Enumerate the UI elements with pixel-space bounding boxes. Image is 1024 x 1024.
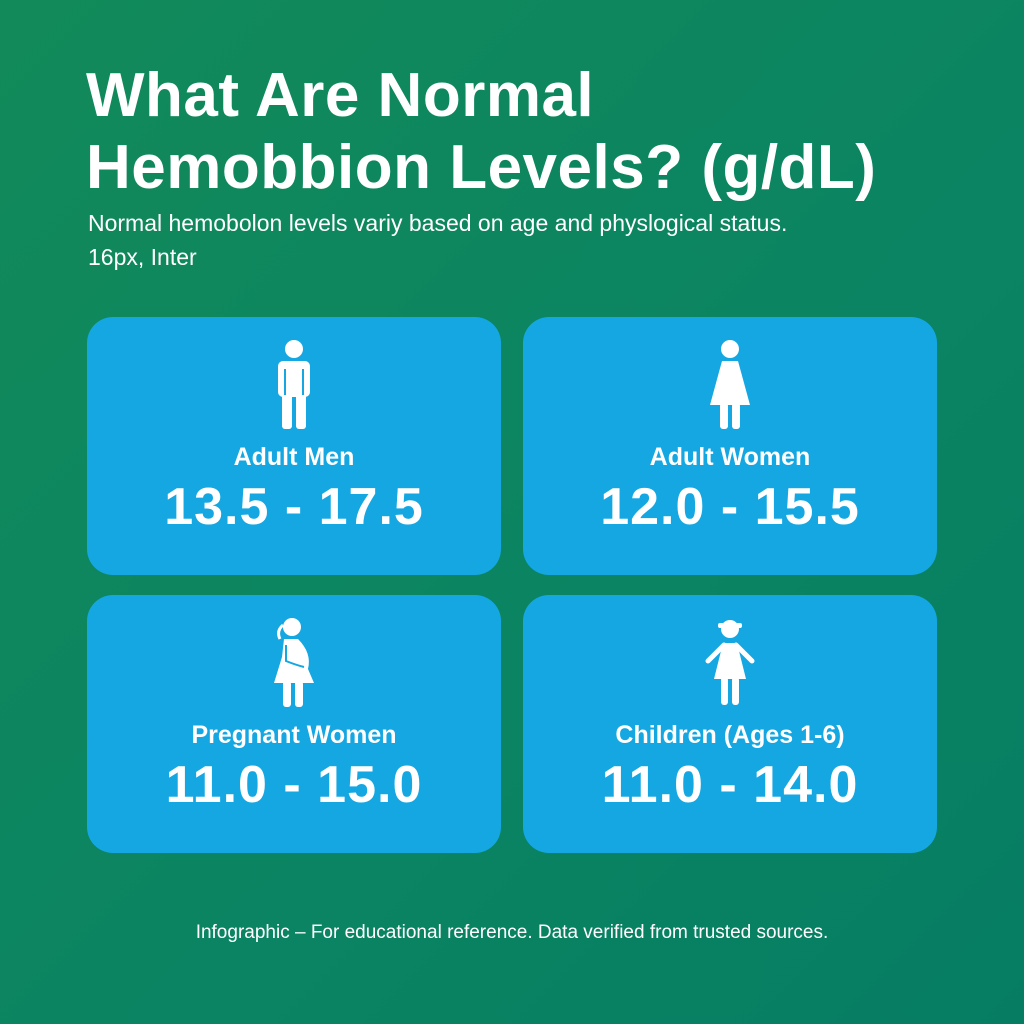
card-label: Pregnant Women bbox=[191, 721, 397, 749]
card-label: Children (Ages 1-6) bbox=[615, 721, 845, 749]
man-icon bbox=[278, 340, 310, 429]
card-label: Adult Men bbox=[233, 443, 355, 471]
woman-icon bbox=[710, 340, 750, 429]
card-value: 12.0 - 15.5 bbox=[600, 478, 860, 536]
page-title: What Are Normal Hemobbion Levels? (g/dL) bbox=[86, 60, 876, 204]
card-adult-men: Adult Men 13.5 - 17.5 bbox=[87, 317, 501, 575]
card-value: 11.0 - 14.0 bbox=[601, 756, 859, 814]
child-icon bbox=[705, 620, 755, 705]
card-value: 11.0 - 15.0 bbox=[165, 756, 423, 814]
title-line-2: Hemobbion Levels? (g/dL) bbox=[86, 133, 877, 202]
subtitle-line-2: 16px, Inter bbox=[88, 244, 197, 270]
pregnant-woman-icon bbox=[274, 618, 314, 707]
title-line-1: What Are Normal bbox=[86, 61, 595, 130]
footer-note: Infographic – For educational reference.… bbox=[195, 922, 829, 943]
card-label: Adult Women bbox=[649, 443, 811, 471]
card-children: Children (Ages 1-6) 11.0 - 14.0 bbox=[523, 595, 937, 853]
subtitle: Normal hemobolon levels variy based on a… bbox=[88, 206, 787, 274]
card-pregnant-women: Pregnant Women 11.0 - 15.0 bbox=[87, 595, 501, 853]
card-adult-women: Adult Women 12.0 - 15.5 bbox=[523, 317, 937, 575]
card-value: 13.5 - 17.5 bbox=[164, 478, 424, 536]
subtitle-line-1: Normal hemobolon levels variy based on a… bbox=[88, 210, 788, 236]
